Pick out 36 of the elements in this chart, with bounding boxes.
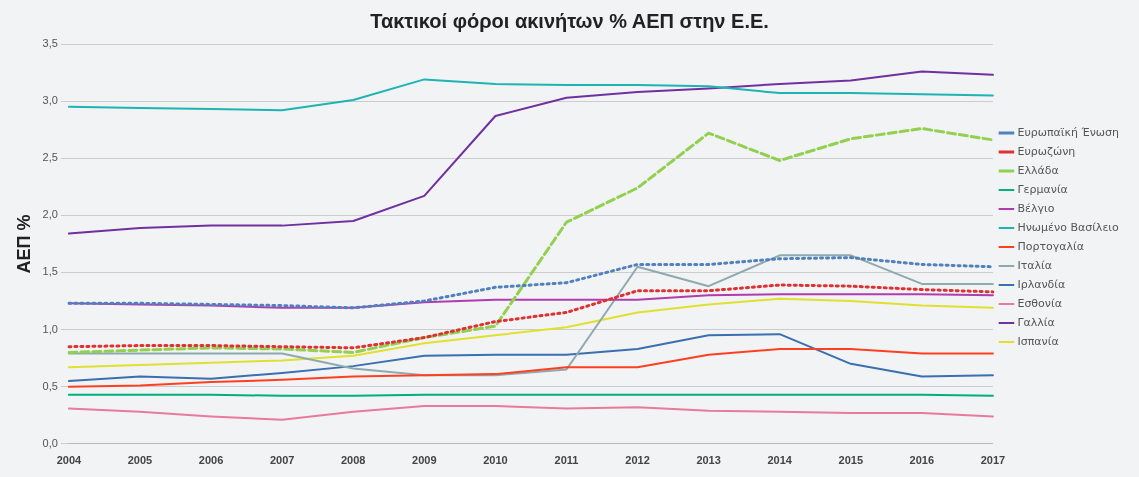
x-tick-label: 2015 [838,454,864,467]
y-tick-label: 2,0 [42,208,58,221]
y-tick-label: 0,5 [42,379,58,392]
y-tick-label: 3,5 [42,37,58,50]
x-tick-label: 2010 [483,454,508,467]
legend-label: Βέλγιο [1017,201,1055,215]
x-tick-label: 2004 [56,454,82,467]
x-tick-label: 2014 [767,454,793,467]
legend-label: Ευρωζώνη [1017,144,1076,158]
x-tick-label: 2013 [696,454,721,467]
legend-label: Ελλάδα [1017,163,1059,177]
y-tick-label: 1,0 [42,322,58,335]
x-tick-label: 2006 [198,454,224,467]
legend-label: Πορτογαλία [1017,239,1085,253]
y-axis-title: ΑΕΠ % [13,214,34,274]
legend-label: Ηνωμένο Βασίλειο [1017,220,1120,234]
x-tick-label: 2011 [554,454,579,467]
legend-label: Ευρωπαϊκή Ένωση [1017,125,1120,139]
x-tick-label: 2008 [340,454,366,467]
y-tick-label: 2,5 [42,151,58,164]
legend-label: Ισπανία [1017,334,1059,348]
x-tick-label: 2009 [412,454,437,467]
legend-label: Γερμανία [1017,182,1068,196]
y-tick-label: 1,5 [42,265,58,278]
x-tick-label: 2007 [269,454,295,467]
x-tick-label: 2012 [625,454,650,467]
x-tick-label: 2017 [980,454,1006,467]
chart-title: Τακτικοί φόροι ακινήτων % ΑΕΠ στην Ε.Ε. [370,9,769,32]
y-tick-label: 0,0 [42,436,58,449]
y-tick-label: 3,0 [42,94,58,107]
legend-label: Εσθονία [1017,296,1062,310]
legend-label: Γαλλία [1017,315,1055,329]
x-tick-label: 2016 [909,454,935,467]
legend-label: Ιταλία [1017,258,1053,272]
legend-label: Ιρλανδία [1017,277,1066,291]
x-tick-label: 2005 [127,454,153,467]
